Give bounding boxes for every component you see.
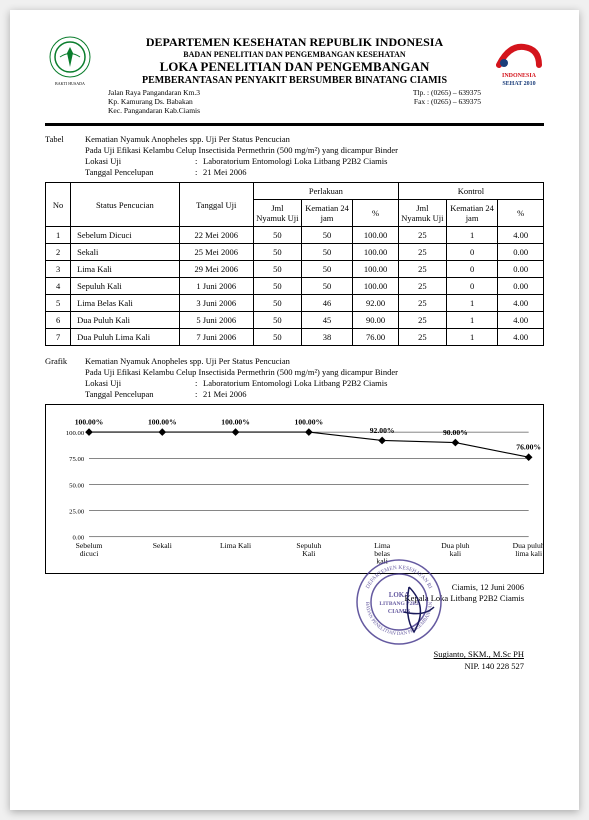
footer-name: Sugianto, SKM., M.Sc PH	[45, 649, 524, 660]
addr2: Kp. Kamurang Ds. Babakan	[108, 97, 200, 106]
table-caption-title1: Kematian Nyamuk Anopheles spp. Uji Per S…	[85, 134, 544, 145]
table-caption-label: Tabel	[45, 134, 85, 178]
fax: Fax : (0265) – 639375	[413, 97, 481, 106]
th-status: Status Pencucian	[71, 183, 180, 227]
table-caption-title2: Pada Uji Efikasi Kelambu Celup Insectisi…	[85, 145, 544, 156]
svg-text:50.00: 50.00	[69, 483, 85, 490]
table-row: 1Sebelum Dicuci22 Mei 20065050100.002514…	[46, 227, 544, 244]
table-row: 3Lima Kali29 Mei 20065050100.002500.00	[46, 261, 544, 278]
table-row: 2Sekali25 Mei 20065050100.002500.00	[46, 244, 544, 261]
table-row: 5Lima Belas Kali3 Juni 2006504692.002514…	[46, 295, 544, 312]
footer-title: Kepala Loka Litbang P2B2 Ciamis	[45, 593, 524, 604]
svg-text:75.00: 75.00	[69, 457, 85, 464]
header-line2: BADAN PENELITIAN DAN PENGEMBANGAN KESEHA…	[103, 50, 486, 59]
header-divider	[45, 123, 544, 126]
svg-text:kali: kali	[450, 549, 461, 558]
letterhead-text: DEPARTEMEN KESEHATAN REPUBLIK INDONESIA …	[103, 35, 486, 115]
letterhead: BAKTI HUSADA DEPARTEMEN KESEHATAN REPUBL…	[45, 35, 544, 115]
th-p-kem: Kematian 24 jam	[301, 200, 352, 227]
svg-text:76.00%: 76.00%	[516, 443, 541, 452]
svg-text:LITBANG P2B2: LITBANG P2B2	[379, 601, 419, 607]
svg-text:92.00%: 92.00%	[370, 426, 395, 435]
svg-text:100.00%: 100.00%	[75, 418, 104, 427]
svg-text:25.00: 25.00	[69, 509, 85, 516]
svg-text:Lima Kali: Lima Kali	[220, 542, 251, 551]
svg-text:SEHAT 2010: SEHAT 2010	[502, 81, 535, 87]
th-k-pct: %	[498, 200, 544, 227]
chart-caption-title1: Kematian Nyamuk Anopheles spp. Uji Per S…	[85, 356, 544, 367]
document-page: BAKTI HUSADA DEPARTEMEN KESEHATAN REPUBL…	[10, 10, 579, 810]
svg-text:100.00%: 100.00%	[148, 418, 177, 427]
tlp: Tlp. : (0265) – 639375	[413, 88, 481, 97]
svg-text:BAKTI HUSADA: BAKTI HUSADA	[55, 81, 85, 86]
signature-block: DEPARTEMEN KESEHATAN RI BADAN PENELITIAN…	[45, 582, 544, 671]
table-row: 6Dua Puluh Kali5 Juni 2006504590.002514.…	[46, 312, 544, 329]
th-perlakuan: Perlakuan	[253, 183, 398, 200]
th-kontrol: Kontrol	[398, 183, 543, 200]
header-line1: DEPARTEMEN KESEHATAN REPUBLIK INDONESIA	[103, 35, 486, 50]
header-line3: LOKA PENELITIAN DAN PENGEMBANGAN	[103, 59, 486, 75]
addr3: Kec. Pangandaran Kab.Ciamis	[108, 106, 200, 115]
table-caption: Tabel Kematian Nyamuk Anopheles spp. Uji…	[45, 134, 544, 178]
th-p-pct: %	[353, 200, 399, 227]
svg-text:LOKA: LOKA	[389, 591, 410, 599]
svg-text:100.00%: 100.00%	[295, 418, 324, 427]
footer-nip: NIP. 140 228 527	[45, 661, 524, 672]
depkes-logo: BAKTI HUSADA	[45, 35, 95, 90]
svg-text:Kali: Kali	[302, 549, 315, 558]
svg-text:Sekali: Sekali	[153, 542, 172, 551]
svg-text:INDONESIA: INDONESIA	[502, 73, 537, 79]
indonesia-sehat-logo: INDONESIA SEHAT 2010	[494, 35, 544, 90]
th-k-jml: Jml Nyamuk Uji	[398, 200, 446, 227]
svg-text:100.00%: 100.00%	[221, 418, 250, 427]
th-k-kem: Kematian 24 jam	[446, 200, 497, 227]
chart-caption-title2: Pada Uji Efikasi Kelambu Celup Insectisi…	[85, 367, 544, 378]
table-row: 4Sepuluh Kali1 Juni 20065050100.002500.0…	[46, 278, 544, 295]
chart-caption-label: Grafik	[45, 356, 85, 400]
th-tgl: Tanggal Uji	[179, 183, 253, 227]
addr1: Jalan Raya Pangandaran Km.3	[108, 88, 200, 97]
table-row: 7Dua Puluh Lima Kali7 Juni 2006503876.00…	[46, 329, 544, 346]
chart-svg: 0.0025.0050.0075.00100.00100.00%Sebelumd…	[46, 405, 543, 573]
svg-text:100.00: 100.00	[66, 430, 85, 437]
chart-caption: Grafik Kematian Nyamuk Anopheles spp. Uj…	[45, 356, 544, 400]
svg-text:dicuci: dicuci	[80, 549, 99, 558]
th-no: No	[46, 183, 71, 227]
line-chart: 0.0025.0050.0075.00100.00100.00%Sebelumd…	[45, 404, 544, 574]
official-stamp: DEPARTEMEN KESEHATAN RI BADAN PENELITIAN…	[354, 557, 444, 650]
svg-text:lima kali: lima kali	[515, 549, 542, 558]
data-table: No Status Pencucian Tanggal Uji Perlakua…	[45, 182, 544, 346]
header-line4: PEMBERANTASAN PENYAKIT BERSUMBER BINATAN…	[103, 75, 486, 86]
th-p-jml: Jml Nyamuk Uji	[253, 200, 301, 227]
svg-text:90.00%: 90.00%	[443, 428, 468, 437]
footer-place-date: Ciamis, 12 Juni 2006	[45, 582, 524, 593]
address-block: Jalan Raya Pangandaran Km.3 Kp. Kamurang…	[103, 88, 486, 115]
